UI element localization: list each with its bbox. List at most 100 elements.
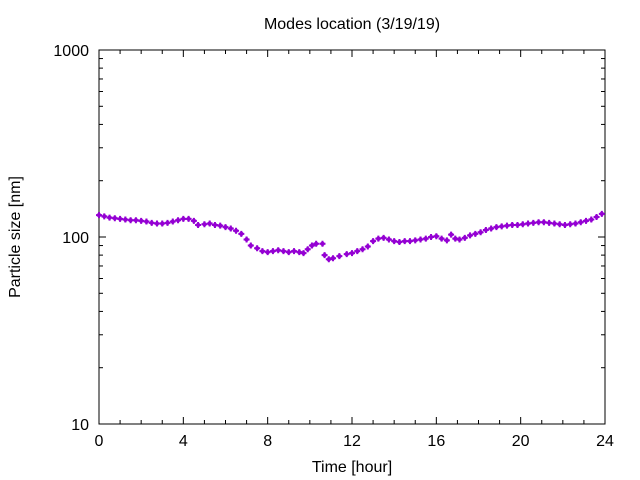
data-point (132, 217, 139, 224)
x-tick-label: 0 (95, 433, 104, 450)
data-point (254, 245, 261, 252)
data-point (525, 220, 532, 227)
x-tick-labels: 0 4 8 12 16 20 24 (95, 433, 614, 450)
x-axis-label: Time [hour] (312, 459, 392, 476)
x-tick-label: 16 (427, 433, 445, 450)
data-point (546, 219, 553, 226)
x-tick-label: 24 (596, 433, 614, 450)
data-point (275, 247, 282, 254)
data-point (561, 221, 568, 228)
data-point (175, 217, 182, 224)
y-tick-label: 10 (71, 417, 89, 434)
data-point (308, 242, 315, 249)
data-point (201, 221, 208, 228)
data-point (259, 248, 266, 255)
data-point (551, 220, 558, 227)
data-point (180, 215, 187, 222)
data-point (106, 214, 113, 221)
data-point (336, 253, 343, 260)
data-point (169, 218, 176, 225)
data-point (456, 236, 463, 243)
data-point (195, 221, 202, 228)
data-point (412, 237, 419, 244)
x-tick-label: 12 (343, 433, 361, 450)
data-point (190, 217, 197, 224)
data-point (138, 217, 145, 224)
data-point (185, 215, 192, 222)
data-point (330, 255, 337, 262)
data-point (359, 246, 366, 253)
plot-frame (98, 49, 606, 425)
x-tick-label: 8 (263, 433, 272, 450)
data-point (117, 215, 124, 222)
data-point (583, 217, 590, 224)
axis-ticks (98, 49, 606, 425)
data-point (349, 250, 355, 257)
data-point (313, 240, 320, 247)
data-point (211, 221, 218, 228)
data-point (291, 248, 298, 255)
data-point (514, 221, 521, 228)
data-point (472, 230, 479, 237)
data-point (577, 219, 584, 226)
data-point (243, 236, 250, 243)
data-point (588, 216, 595, 223)
y-tick-labels: 10 100 1000 (53, 43, 89, 434)
y-tick-label: 100 (62, 230, 89, 247)
data-points (96, 210, 605, 263)
data-point (222, 224, 229, 231)
data-point (217, 222, 224, 229)
data-point (227, 225, 234, 232)
data-point (280, 248, 287, 255)
data-point (153, 220, 160, 227)
data-point (406, 238, 413, 245)
data-point (448, 231, 455, 238)
data-point (285, 249, 292, 256)
data-point (122, 216, 129, 223)
data-point (148, 219, 155, 226)
data-point (493, 224, 500, 231)
data-point (540, 219, 547, 226)
y-tick-label: 1000 (53, 43, 89, 60)
data-point (401, 238, 408, 245)
data-point (247, 242, 254, 249)
data-point (488, 225, 495, 232)
data-point (364, 243, 371, 250)
data-point (354, 248, 361, 255)
data-point (498, 223, 505, 230)
data-point (143, 218, 150, 225)
data-point (535, 219, 542, 226)
data-point (343, 251, 350, 258)
x-tick-label: 20 (512, 433, 530, 450)
data-point (482, 227, 489, 234)
data-point (206, 220, 213, 227)
data-point (556, 221, 563, 228)
chart-title: Modes location (3/19/19) (264, 16, 440, 33)
data-point (433, 233, 440, 240)
data-point (567, 221, 574, 228)
data-point (375, 235, 382, 242)
data-point (325, 256, 332, 263)
data-point (396, 239, 403, 246)
data-point (391, 238, 398, 245)
data-point (503, 222, 510, 229)
data-point (593, 213, 600, 220)
data-point (164, 219, 171, 226)
data-point (461, 234, 468, 241)
data-point (233, 227, 240, 234)
data-point (380, 234, 387, 241)
data-point (264, 249, 271, 256)
data-point (321, 252, 328, 259)
data-point (530, 219, 537, 226)
y-axis-label: Particle size [nm] (7, 176, 24, 298)
data-point (422, 235, 429, 242)
x-tick-label: 4 (179, 433, 188, 450)
data-point (509, 221, 516, 228)
data-point (159, 220, 166, 227)
data-point (467, 232, 474, 239)
data-point (101, 213, 108, 220)
data-point (269, 248, 276, 255)
data-point (477, 229, 484, 236)
data-point (319, 240, 326, 247)
